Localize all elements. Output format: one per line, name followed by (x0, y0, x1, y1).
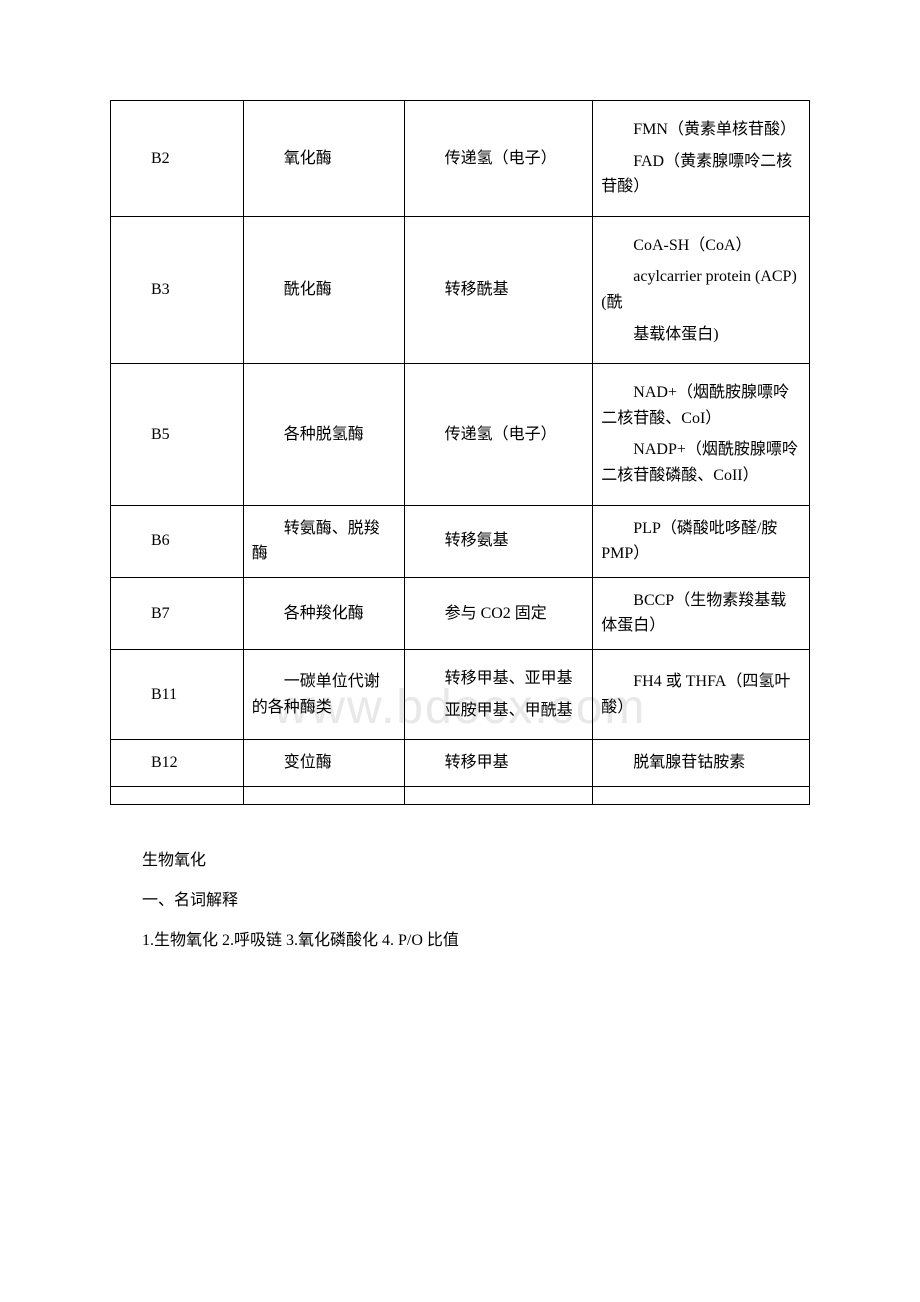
table-row: B7 各种羧化酶 参与 CO2 固定 BCCP（生物素羧基载体蛋白） (111, 577, 810, 649)
cell-b2-function: 传递氢（电子） (404, 101, 593, 217)
cell-text: NADP+（烟酰胺腺嘌呤二核苷酸磷酸、CoII） (601, 437, 801, 488)
cell-b11-coenzyme: FH4 或 THFA（四氢叶酸） (593, 649, 810, 739)
cell-text: 亚胺甲基、甲酰基 (413, 698, 585, 724)
cell-b7-name: B7 (111, 577, 244, 649)
cell-b11-enzyme: 一碳单位代谢的各种酶类 (243, 649, 404, 739)
empty-cell (243, 786, 404, 804)
cell-b5-coenzyme: NAD+（烟酰胺腺嘌呤二核苷酸、CoI） NADP+（烟酰胺腺嘌呤二核苷酸磷酸、… (593, 364, 810, 505)
cell-b6-enzyme: 转氨酶、脱羧酶 (243, 505, 404, 577)
table-row: B2 氧化酶 传递氢（电子） FMN（黄素单核苷酸） FAD（黄素腺嘌呤二核苷酸… (111, 101, 810, 217)
cell-text: 基载体蛋白) (601, 322, 801, 348)
cell-b11-name: B11 (111, 649, 244, 739)
cell-b2-name: B2 (111, 101, 244, 217)
cell-b5-enzyme: 各种脱氢酶 (243, 364, 404, 505)
empty-cell (404, 786, 593, 804)
cell-b7-function: 参与 CO2 固定 (404, 577, 593, 649)
cell-b2-coenzyme: FMN（黄素单核苷酸） FAD（黄素腺嘌呤二核苷酸） (593, 101, 810, 217)
cell-b7-coenzyme: BCCP（生物素羧基载体蛋白） (593, 577, 810, 649)
table-row: B3 酰化酶 转移酰基 CoA-SH（CoA） acylcarrier prot… (111, 216, 810, 363)
section-line-3: 1.生物氧化 2.呼吸链 3.氧化磷酸化 4. P/O 比值 (110, 925, 810, 957)
cell-text: 转移甲基、亚甲基 (413, 666, 585, 692)
table-row: B6 转氨酶、脱羧酶 转移氨基 PLP（磷酸吡哆醛/胺 PMP） (111, 505, 810, 577)
cell-b5-name: B5 (111, 364, 244, 505)
cell-b12-coenzyme: 脱氧腺苷钴胺素 (593, 740, 810, 787)
cell-b2-enzyme: 氧化酶 (243, 101, 404, 217)
cell-text: CoA-SH（CoA） (601, 233, 801, 259)
cell-text: NAD+（烟酰胺腺嘌呤二核苷酸、CoI） (601, 380, 801, 431)
table-row: B12 变位酶 转移甲基 脱氧腺苷钴胺素 (111, 740, 810, 787)
empty-cell (593, 786, 810, 804)
cell-b12-function: 转移甲基 (404, 740, 593, 787)
table-row: B5 各种脱氢酶 传递氢（电子） NAD+（烟酰胺腺嘌呤二核苷酸、CoI） NA… (111, 364, 810, 505)
section-heading-1: 生物氧化 (110, 845, 810, 877)
table-row-empty (111, 786, 810, 804)
cell-text: acylcarrier protein (ACP) (酰 (601, 264, 801, 315)
cell-b5-function: 传递氢（电子） (404, 364, 593, 505)
cell-b6-function: 转移氨基 (404, 505, 593, 577)
cell-text: FMN（黄素单核苷酸） (601, 117, 801, 143)
table-body: B2 氧化酶 传递氢（电子） FMN（黄素单核苷酸） FAD（黄素腺嘌呤二核苷酸… (111, 101, 810, 805)
vitamin-table: B2 氧化酶 传递氢（电子） FMN（黄素单核苷酸） FAD（黄素腺嘌呤二核苷酸… (110, 100, 810, 805)
empty-cell (111, 786, 244, 804)
cell-b3-function: 转移酰基 (404, 216, 593, 363)
cell-b6-coenzyme: PLP（磷酸吡哆醛/胺 PMP） (593, 505, 810, 577)
cell-b3-name: B3 (111, 216, 244, 363)
table-row: B11 一碳单位代谢的各种酶类 转移甲基、亚甲基 亚胺甲基、甲酰基 FH4 或 … (111, 649, 810, 739)
cell-b12-enzyme: 变位酶 (243, 740, 404, 787)
cell-b12-name: B12 (111, 740, 244, 787)
cell-b11-function: 转移甲基、亚甲基 亚胺甲基、甲酰基 (404, 649, 593, 739)
section-heading-2: 一、名词解释 (110, 885, 810, 917)
cell-b6-name: B6 (111, 505, 244, 577)
cell-b7-enzyme: 各种羧化酶 (243, 577, 404, 649)
cell-b3-coenzyme: CoA-SH（CoA） acylcarrier protein (ACP) (酰… (593, 216, 810, 363)
cell-text: FAD（黄素腺嘌呤二核苷酸） (601, 149, 801, 200)
cell-b3-enzyme: 酰化酶 (243, 216, 404, 363)
